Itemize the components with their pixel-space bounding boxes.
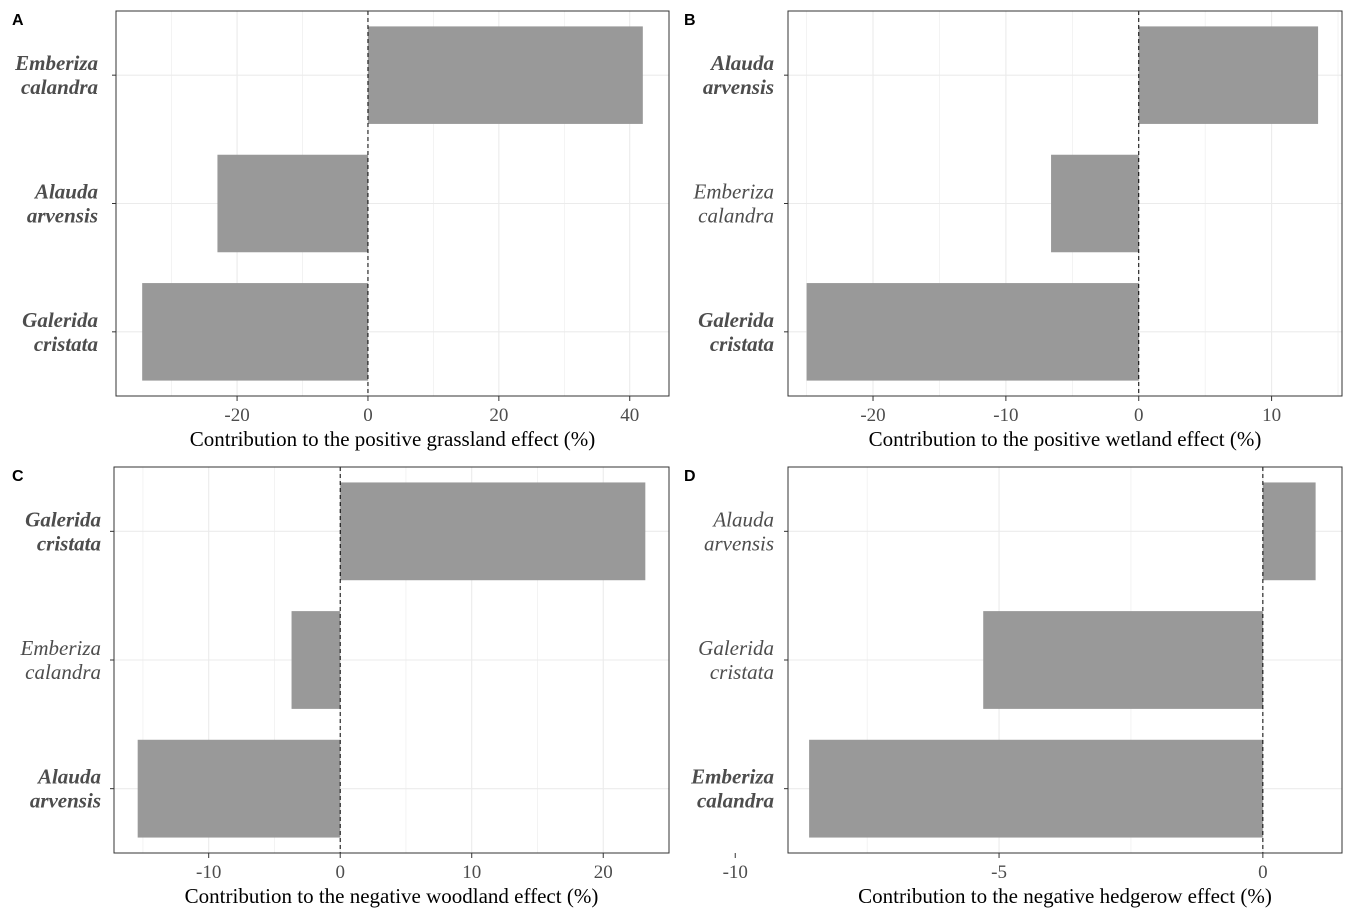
bar-emberiza-calandra [367,26,643,124]
category-label: Galerida cristata [698,636,774,684]
x-tick-label: -20 [224,405,249,426]
x-tick-label: 0 [335,862,345,883]
bar-emberiza-calandra [291,611,341,709]
bar-galerida-cristata [340,482,646,581]
category-label: Galerida cristata [25,507,101,555]
panel-letter: D [684,468,696,485]
x-tick-label: -5 [991,862,1007,883]
x-tick-label: 0 [1134,405,1144,426]
panel-b: Alauda arvensis Emberiza calandra Galerida cr… [684,10,1343,451]
category-label: Alauda arvensis [30,765,101,813]
category-label: Alauda arvensis [704,507,774,555]
x-axis-title: Contribution to the negative woodland ef… [185,884,599,908]
x-axis-title: Contribution to the negative hedgerow ef… [858,884,1272,908]
x-axis-title: Contribution to the positive grassland e… [190,427,596,451]
x-tick-label: -10 [723,862,748,883]
x-tick-label: 0 [363,405,373,426]
panel-c: Galerida cristata Emberiza calandra Alauda ar… [12,466,670,908]
x-axis-title: Contribution to the positive wetland eff… [869,427,1262,451]
category-label: Alauda arvensis [703,51,774,99]
bar-alauda-arvensis [217,154,368,253]
bar-galerida-cristata [806,283,1139,381]
x-tick-label: 20 [594,862,613,883]
x-tick-label: -10 [196,862,221,883]
panel-a: Emberiza calandra Alauda arvensis Galerida cr… [12,10,670,451]
x-tick-label: 40 [620,405,639,426]
bar-alauda-arvensis [1262,482,1316,581]
category-label: Galerida cristata [22,308,98,356]
x-tick-label: 10 [1262,405,1281,426]
category-label: Galerida cristata [698,308,774,356]
panel-letter: A [12,12,24,29]
x-tick-label: 0 [1258,862,1268,883]
panel-letter: C [12,468,24,485]
bar-emberiza-calandra [809,739,1263,838]
category-label: Emberiza calandra [14,51,98,99]
category-label: Emberiza calandra [20,636,102,684]
category-label: Alauda arvensis [27,180,98,228]
category-label: Emberiza calandra [690,765,774,813]
x-tick-label: -10 [993,405,1018,426]
x-tick-label: 10 [462,862,481,883]
x-tick-label: -20 [860,405,885,426]
x-tick-label: 20 [489,405,508,426]
bar-alauda-arvensis [1138,26,1319,124]
panel-d: Alauda arvensis Galerida cristata Emberiza ca… [684,466,1343,908]
bar-emberiza-calandra [1051,154,1139,253]
bar-alauda-arvensis [137,739,341,838]
category-label: Emberiza calandra [693,180,775,228]
bar-galerida-cristata [983,611,1263,709]
bar-galerida-cristata [142,283,368,381]
panel-letter: B [684,12,696,29]
